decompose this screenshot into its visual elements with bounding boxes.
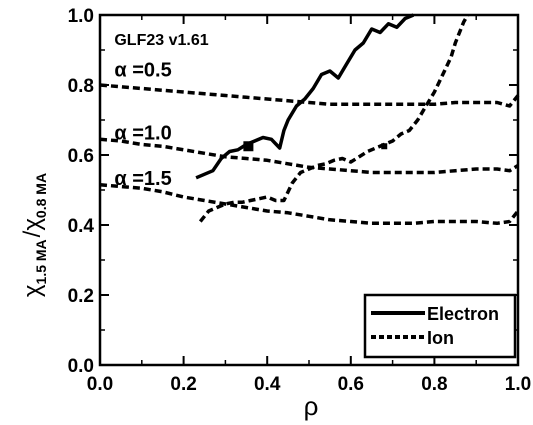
annotation-1: α =0.5: [114, 59, 171, 81]
x-tick-label: 0.2: [170, 374, 196, 395]
y-axis-label-slash: /: [19, 230, 46, 237]
y-tick-label: 1.0: [68, 6, 94, 27]
x-tick-label: 0.6: [338, 374, 364, 395]
axis-ticks: 0.0 0.2 0.4 0.6 0.8 1.0 0.0 0.2 0.4 0.6 0.8 1.0: [68, 6, 532, 395]
y-axis-label: χ1.5 MA/χ0.8 MA: [19, 173, 49, 297]
y-tick-label: 0.8: [68, 76, 94, 97]
series-line-solid-0: [195, 13, 415, 180]
legend: Electron Ion: [363, 293, 517, 359]
data-marker-1: [381, 143, 388, 150]
data-marker-0: [243, 141, 254, 152]
y-tick-label: 0.2: [68, 286, 94, 307]
series-line-dashed-3: [99, 137, 519, 175]
series-line-dashed-4: [99, 183, 520, 226]
axis-labels: ρ χ1.5 MA/χ0.8 MA: [19, 173, 318, 421]
x-axis-label: ρ: [304, 391, 319, 421]
y-axis-label-sub1: 1.5 MA: [33, 239, 49, 284]
x-tick-label: 1.0: [505, 374, 531, 395]
legend-label-1: Ion: [427, 328, 454, 348]
series-line-dashed-2: [99, 83, 520, 108]
y-axis-label-main2: χ: [19, 218, 46, 231]
y-axis-label-main1: χ: [19, 284, 46, 297]
legend-box: [363, 293, 517, 359]
series-line-dashed-1: [198, 14, 470, 223]
y-tick-label: 0.4: [68, 216, 95, 237]
annotation-0: GLF23 v1.61: [114, 32, 208, 49]
y-tick-label: 0.0: [68, 356, 94, 377]
x-tick-label: 0.0: [87, 374, 113, 395]
annotations: GLF23 v1.61 α =0.5 α =1.0 α =1.5: [114, 32, 208, 190]
legend-label-0: Electron: [427, 304, 499, 324]
y-axis-label-sub2: 0.8 MA: [33, 173, 49, 218]
x-tick-label: 0.8: [421, 374, 447, 395]
annotation-3: α =1.5: [114, 168, 171, 190]
x-tick-label: 0.4: [254, 374, 281, 395]
y-tick-label: 0.6: [68, 146, 94, 167]
annotation-2: α =1.0: [114, 122, 171, 144]
